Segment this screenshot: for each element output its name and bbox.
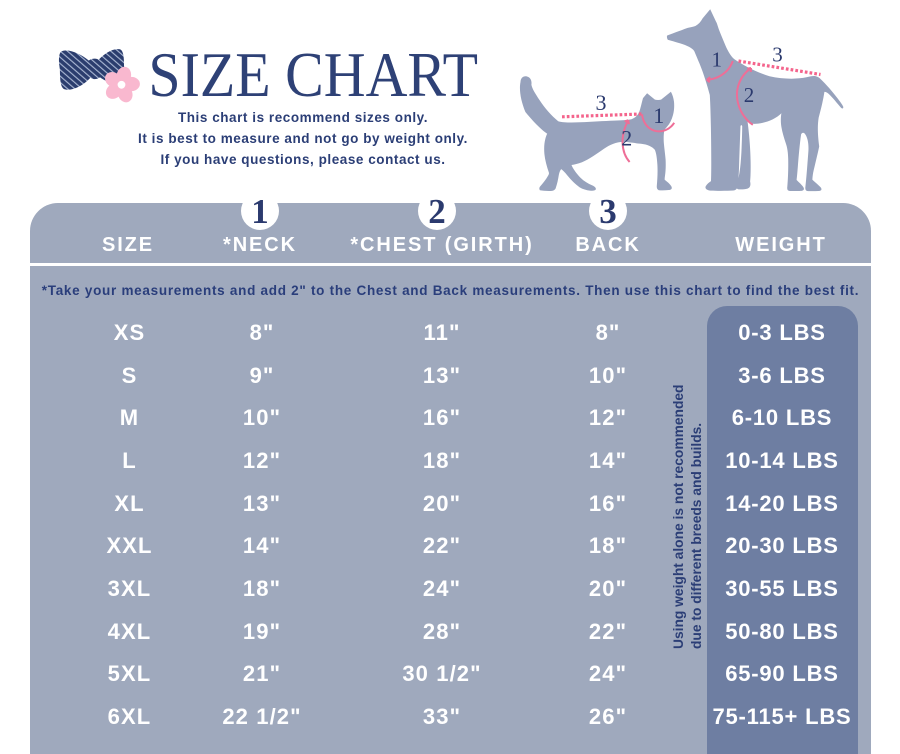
svg-text:1: 1: [653, 103, 664, 128]
svg-text:1: 1: [712, 47, 723, 71]
svg-text:2: 2: [621, 126, 632, 151]
svg-text:3: 3: [772, 42, 783, 66]
svg-text:3: 3: [596, 90, 607, 115]
svg-text:2: 2: [744, 83, 755, 107]
